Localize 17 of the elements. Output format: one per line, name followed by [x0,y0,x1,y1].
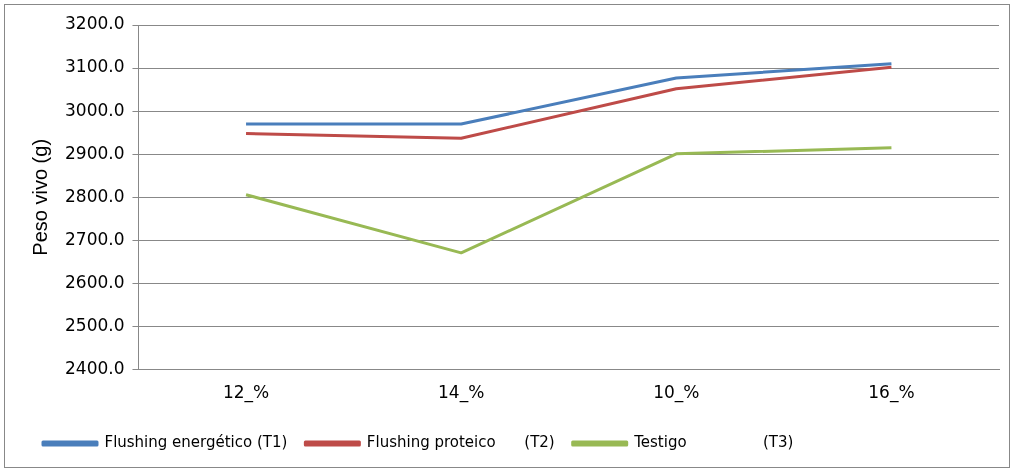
x-tick-label: 14_% [438,382,485,404]
x-tick-label: 12_% [222,382,270,404]
y-tick-label: 2700.0 [65,228,125,249]
legend-label: Flushing energético (T1) [104,433,288,452]
legend-label: Testigo (T3) [633,433,794,452]
y-tick-label: 2600.0 [65,271,125,292]
x-tick-label: 16_% [868,382,915,404]
y-axis-title: Peso vivo (g) [28,138,51,256]
x-tick-label: 10_% [653,382,700,404]
y-tick-label: 3100.0 [65,56,125,77]
y-tick-label: 2400.0 [65,358,125,379]
y-tick-label: 2800.0 [65,185,125,206]
y-tick-label: 2900.0 [65,142,125,163]
y-tick-label: 3000.0 [65,99,125,120]
y-tick-label: 3200.0 [65,13,125,34]
y-tick-label: 2500.0 [65,314,125,335]
legend-label: Flushing proteico (T2) [366,433,555,452]
